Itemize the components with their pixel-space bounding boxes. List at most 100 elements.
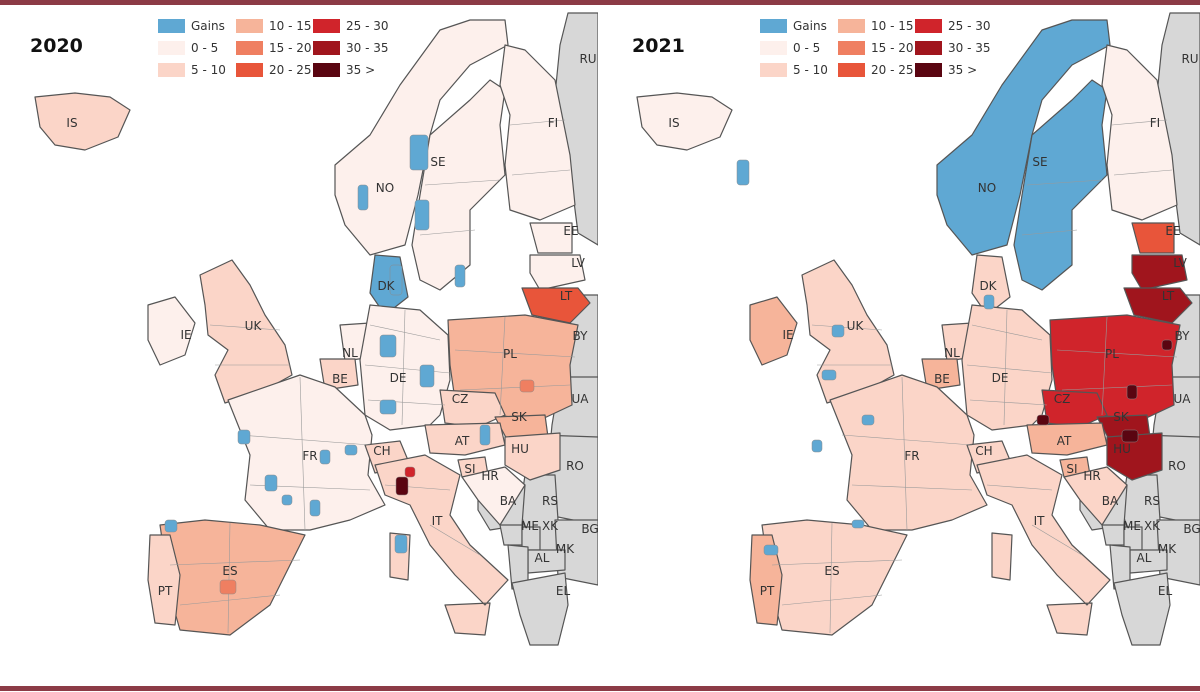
region-hu-2020[interactable] xyxy=(504,432,561,481)
country-label-ee: EE xyxy=(563,224,578,238)
gain-region-2021[interactable] xyxy=(983,294,995,310)
region-lv-2020[interactable] xyxy=(529,254,586,291)
region-hr-2021[interactable] xyxy=(1063,466,1128,526)
region-ie-2021[interactable] xyxy=(749,296,798,366)
country-label-rs: RS xyxy=(542,494,558,508)
gain-region-2021[interactable] xyxy=(831,324,845,338)
legend-item: 10 - 15 xyxy=(236,17,312,35)
region-dk-2021[interactable] xyxy=(971,254,1011,316)
legend-item: 20 - 25 xyxy=(236,61,312,79)
country-label-be: BE xyxy=(934,372,950,386)
country-label-at: AT xyxy=(1057,434,1072,448)
gain-region-2020[interactable] xyxy=(454,264,466,288)
hot-region-2020[interactable] xyxy=(404,466,416,478)
region-ee-2020[interactable] xyxy=(529,222,573,254)
region-pt-2020[interactable] xyxy=(147,534,181,626)
region-be-2020[interactable] xyxy=(319,358,359,391)
region-is-2020[interactable] xyxy=(34,92,131,151)
gain-region-2021[interactable] xyxy=(811,439,823,453)
country-label-si: SI xyxy=(464,462,475,476)
gain-region-2020[interactable] xyxy=(264,474,278,492)
gain-region-2020[interactable] xyxy=(419,364,435,388)
gain-region-2021[interactable] xyxy=(736,159,750,186)
region-me-2021[interactable] xyxy=(1101,524,1125,546)
legend-label: 5 - 10 xyxy=(191,63,226,77)
hot-region-2020[interactable] xyxy=(519,379,535,393)
gain-region-2021[interactable] xyxy=(821,369,837,381)
country-label-mk: MK xyxy=(556,542,575,556)
hot-region-2021[interactable] xyxy=(1126,384,1138,400)
gain-region-2021[interactable] xyxy=(861,414,875,426)
gain-region-2020[interactable] xyxy=(309,499,321,517)
legend-label: 35 > xyxy=(346,63,376,77)
region-fi-2021[interactable] xyxy=(1101,44,1178,221)
region-pt-2021[interactable] xyxy=(749,534,783,626)
hot-region-2020[interactable] xyxy=(219,579,237,595)
region-it-2020[interactable] xyxy=(374,454,509,636)
legend-item: 10 - 15 xyxy=(838,17,914,35)
legend-item: 30 - 35 xyxy=(313,39,389,57)
region-no-2021[interactable] xyxy=(936,19,1111,256)
region-hr-2020[interactable] xyxy=(461,466,526,526)
country-label-is: IS xyxy=(668,116,679,130)
subregion-border-fr xyxy=(239,434,371,446)
region-se-2021[interactable] xyxy=(1013,79,1108,291)
gain-region-2020[interactable] xyxy=(479,424,491,446)
gain-region-2020[interactable] xyxy=(394,534,408,554)
legend-swatch xyxy=(838,41,865,55)
hot-region-2020[interactable] xyxy=(395,476,409,496)
gain-region-2020[interactable] xyxy=(237,429,251,445)
country-label-be: BE xyxy=(332,372,348,386)
country-label-el: EL xyxy=(556,584,571,598)
legend-label: 15 - 20 xyxy=(871,41,914,55)
map-2021: IS FI SE NO EE LV LT DK IE UK NL BE DE PL CZ SK AT HU FR CH… xyxy=(602,5,1200,686)
country-label-de: DE xyxy=(390,371,407,385)
gain-region-2020[interactable] xyxy=(344,444,358,456)
region-is-2021[interactable] xyxy=(636,92,733,151)
legend-item: 35 > xyxy=(915,61,977,79)
region-it-2021[interactable] xyxy=(976,454,1111,636)
country-label-ua: UA xyxy=(572,392,590,406)
gain-region-2020[interactable] xyxy=(281,494,293,506)
region-el-2020[interactable] xyxy=(511,572,569,646)
region-lt-2021[interactable] xyxy=(1123,287,1193,324)
region-at-2021[interactable] xyxy=(1026,422,1108,456)
region-hu-2021[interactable] xyxy=(1106,432,1163,481)
region-fr-2020[interactable] xyxy=(227,374,386,531)
country-label-no: NO xyxy=(376,181,394,195)
year-label-2020: 2020 xyxy=(30,35,83,57)
gain-region-2020[interactable] xyxy=(409,134,429,171)
legend-item: 0 - 5 xyxy=(760,39,820,57)
gain-region-2021[interactable] xyxy=(851,519,865,529)
legend-label: Gains xyxy=(191,19,225,33)
gain-region-2020[interactable] xyxy=(357,184,369,211)
region-lv-2021[interactable] xyxy=(1131,254,1188,291)
subregion-border-fi xyxy=(511,169,571,176)
region-fr-2021[interactable] xyxy=(829,374,988,531)
region-lt-2020[interactable] xyxy=(521,287,591,324)
gain-region-2020[interactable] xyxy=(414,199,430,231)
legend-item: 25 - 30 xyxy=(313,17,389,35)
region-fi-2020[interactable] xyxy=(499,44,576,221)
gain-region-2020[interactable] xyxy=(379,399,397,415)
region-se-2020[interactable] xyxy=(411,79,506,291)
gain-region-2020[interactable] xyxy=(319,449,331,465)
region-el-2021[interactable] xyxy=(1113,572,1171,646)
region-be-2021[interactable] xyxy=(921,358,961,391)
country-label-lv: LV xyxy=(571,256,585,270)
gain-region-2020[interactable] xyxy=(389,264,403,296)
region-ee-2021[interactable] xyxy=(1131,222,1175,254)
hot-region-2021[interactable] xyxy=(1036,414,1050,426)
hot-region-2021[interactable] xyxy=(1161,339,1173,351)
hot-region-2021[interactable] xyxy=(1121,429,1139,443)
legend-swatch xyxy=(236,63,263,77)
region-cz-2020[interactable] xyxy=(439,389,506,428)
subregion-border-fr xyxy=(851,484,973,491)
region-ie-2020[interactable] xyxy=(147,296,196,366)
gain-region-2020[interactable] xyxy=(379,334,397,358)
region-me-2020[interactable] xyxy=(499,524,523,546)
gain-region-2020[interactable] xyxy=(164,519,178,533)
gain-region-2021[interactable] xyxy=(763,544,779,556)
country-label-fi: FI xyxy=(548,116,558,130)
legend-swatch xyxy=(313,63,340,77)
